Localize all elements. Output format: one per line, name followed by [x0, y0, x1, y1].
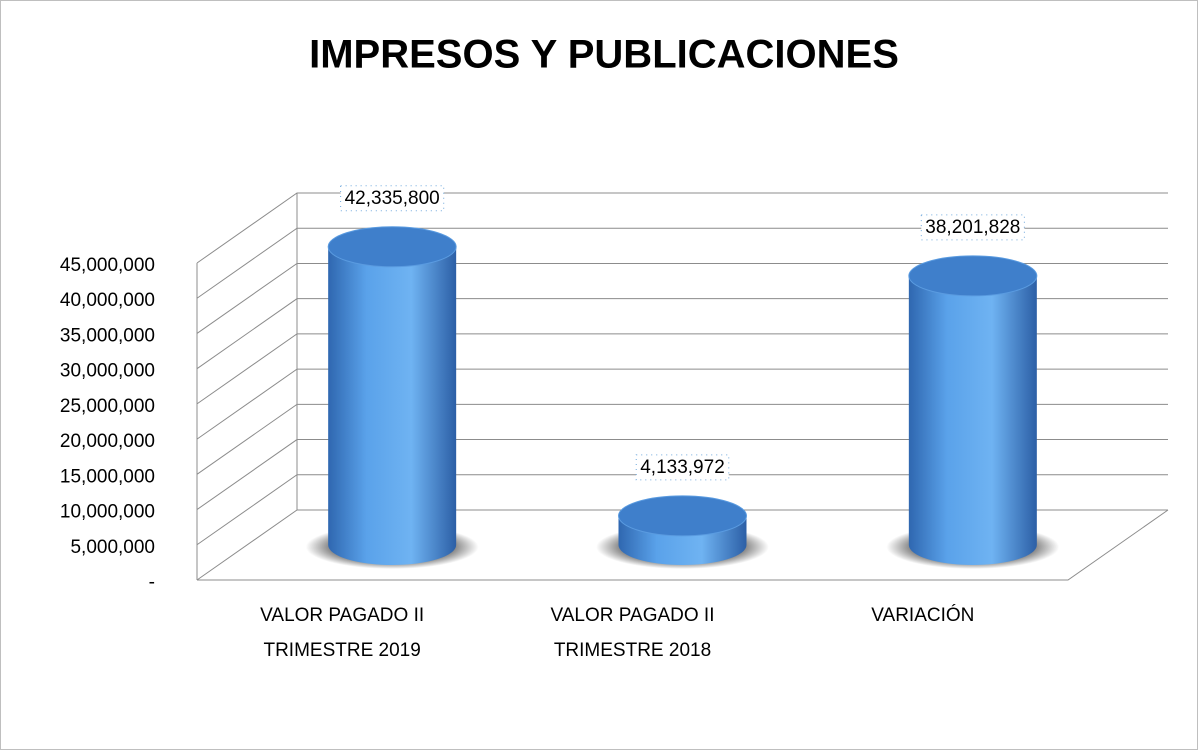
- bar: [908, 275, 1037, 565]
- y-tick-label: 30,000,000: [60, 361, 155, 382]
- grid-line: [196, 192, 1168, 264]
- grid-line: [196, 227, 1168, 299]
- grid-line: [196, 298, 1168, 370]
- y-tick-label: 40,000,000: [60, 290, 155, 311]
- chart-title: IMPRESOS Y PUBLICACIONES: [309, 33, 899, 77]
- y-tick-label: 10,000,000: [60, 502, 155, 523]
- grid-line: [196, 439, 1168, 510]
- value-label-box: [635, 454, 730, 481]
- value-label: 38,201,828: [925, 217, 1020, 238]
- grid-line: [196, 368, 1168, 440]
- y-tick-label: 45,000,000: [60, 255, 155, 276]
- bar-top: [908, 255, 1038, 297]
- y-tick-label: -: [149, 572, 155, 593]
- grid-line: [196, 262, 1168, 334]
- floor: [197, 509, 1169, 581]
- value-label: 42,335,800: [345, 188, 440, 209]
- value-label-box: [340, 185, 445, 212]
- bar: [328, 246, 457, 565]
- x-tick-label: VALOR PAGADO II TRIMESTRE 2018: [550, 605, 715, 661]
- y-tick-label: 15,000,000: [60, 466, 155, 487]
- grid-line: [196, 509, 1168, 581]
- y-tick-label: 35,000,000: [60, 325, 155, 346]
- y-tick-label: 25,000,000: [60, 396, 155, 417]
- grid-line: [196, 333, 1168, 405]
- y-tick-label: 20,000,000: [60, 431, 155, 452]
- bar-top: [327, 226, 457, 268]
- bar-top: [618, 495, 747, 537]
- x-tick-label: VARIACIÓN: [871, 605, 975, 626]
- y-tick-label: 5,000,000: [70, 537, 155, 558]
- grid-line: [196, 403, 1168, 475]
- value-label-box: [920, 214, 1025, 241]
- value-label: 4,133,972: [640, 457, 725, 478]
- x-tick-label: VALOR PAGADO II TRIMESTRE 2019: [260, 605, 425, 661]
- grid-line: [196, 474, 1168, 546]
